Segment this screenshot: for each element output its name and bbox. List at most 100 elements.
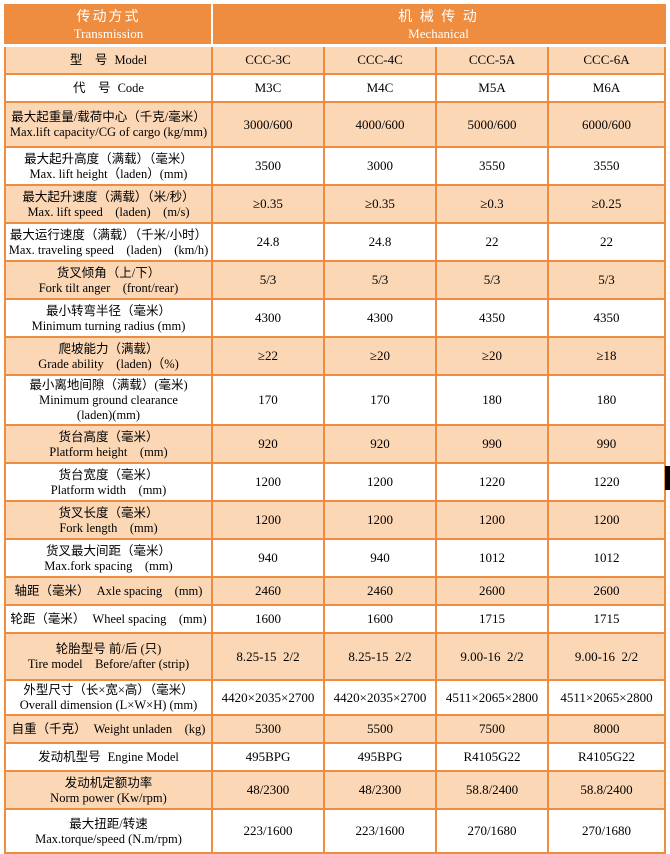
spec-value: 1715 (547, 604, 666, 634)
row-label-zh: 轴距（毫米） (14, 584, 90, 598)
row-label: 外型尺寸（长×宽×高）（毫米） Overall dimension (L×W×H)… (4, 679, 213, 716)
spec-value: 3000 (323, 146, 437, 186)
spec-value: 2600 (547, 576, 666, 606)
spec-value: 223/1600 (323, 808, 437, 854)
spec-value: 5/3 (435, 260, 549, 300)
row-label: 货叉最大间距（毫米） Max.fork spacing (mm) (4, 538, 213, 578)
spec-value: M6A (547, 73, 666, 103)
spec-value: 180 (435, 374, 549, 426)
spec-value: 7500 (435, 714, 549, 744)
spec-value: 940 (211, 538, 325, 578)
spec-value: 223/1600 (211, 808, 325, 854)
row-label-zh: 发动机型号 (38, 750, 101, 764)
header-cell-transmission: 传动方式 Transmission (4, 4, 213, 47)
spec-value: ≥0.35 (211, 184, 325, 224)
row-label-zh: 最小离地间隙（满载）(毫米) (29, 378, 188, 392)
spec-value: 3550 (547, 146, 666, 186)
table-row: 最大起升高度（满载）（毫米） Max. lift height（laden）(mm… (4, 146, 666, 186)
row-label-en: Minimum ground clearance (39, 393, 178, 407)
table-header: 传动方式 Transmission 机 械 传 动 Mechanical (4, 4, 666, 47)
row-label: 发动机定额功率 Norm power (Kw/rpm) (4, 770, 213, 810)
row-label-zh: 最大起升速度（满载）（米/秒） (22, 189, 195, 204)
spec-value: 1200 (323, 462, 437, 502)
spec-value: 1715 (435, 604, 549, 634)
spec-value: 920 (323, 424, 437, 464)
scrollbar-thumb[interactable] (665, 466, 670, 490)
spec-value: CCC-6A (547, 44, 666, 75)
spec-value: 5300 (211, 714, 325, 744)
spec-value: ≥18 (547, 336, 666, 376)
spec-value: 4420×2035×2700 (323, 679, 437, 716)
row-label-zh: 货台高度（毫米） (58, 429, 159, 444)
row-label-zh: 爬坡能力（满载） (58, 341, 159, 356)
row-label-en: Weight unladen (kg) (93, 722, 206, 736)
spec-value: ≥0.3 (435, 184, 549, 224)
table-row: 货叉长度（毫米） Fork length (mm) 1200 1200 1200 1200 (4, 500, 666, 540)
spec-value: 6000/600 (547, 101, 666, 148)
row-label-zh: 货台宽度（毫米） (58, 467, 159, 482)
spec-value: 8.25-15 2/2 (323, 632, 437, 681)
table-row: 轴距（毫米） Axle spacing (mm) 2460 2460 2600 2600 (4, 576, 666, 606)
row-label-zh: 代 号 (73, 81, 111, 95)
spec-value: 1012 (435, 538, 549, 578)
row-label-en: Tire model Before/after (strip) (27, 657, 190, 671)
row-label: 最大起重量/载荷中心（千克/毫米） Max.lift capacity/CG of… (4, 101, 213, 148)
row-label-extra: (laden)(mm) (76, 408, 141, 422)
table-row: 货叉倾角（上/下） Fork tilt anger (front/rear) 5/3… (4, 260, 666, 300)
spec-value: 180 (547, 374, 666, 426)
spec-value: 4420×2035×2700 (211, 679, 325, 716)
row-label-en: Engine Model (107, 750, 179, 764)
spec-value: 48/2300 (323, 770, 437, 810)
row-label: 发动机型号 Engine Model (4, 742, 213, 772)
header-row: 传动方式 Transmission 机 械 传 动 Mechanical (4, 4, 666, 47)
spec-value: 58.8/2400 (435, 770, 549, 810)
spec-value: M5A (435, 73, 549, 103)
spec-value: 5000/600 (435, 101, 549, 148)
mechanical-label-en: Mechanical (408, 26, 469, 41)
row-label-en: Platform width (mm) (50, 482, 167, 497)
spec-value: 4350 (547, 298, 666, 338)
transmission-label-zh: 传动方式 (76, 10, 141, 25)
row-label: 货叉长度（毫米） Fork length (mm) (4, 500, 213, 540)
row-label-en: Fork length (mm) (59, 520, 158, 535)
row-label: 最大运行速度（满载）（千米/小时） Max. traveling speed (l… (4, 222, 213, 262)
row-label-en: Max.torque/speed (N.m/rpm) (35, 831, 182, 846)
row-label: 代 号 Code (4, 73, 213, 103)
table-row: 最小离地间隙（满载）(毫米) Minimum ground clearance (l… (4, 374, 666, 426)
table-row: 最大运行速度（满载）（千米/小时） Max. traveling speed (l… (4, 222, 666, 262)
spec-value: 495BPG (323, 742, 437, 772)
mechanical-label-zh: 机 械 传 动 (398, 10, 479, 25)
row-label-zh: 最小转弯半径（毫米） (45, 303, 171, 318)
spec-value: 2600 (435, 576, 549, 606)
table-row: 型 号 Model CCC-3C CCC-4C CCC-5A CCC-6A (4, 44, 666, 75)
spec-value: 5500 (323, 714, 437, 744)
table-row: 发动机型号 Engine Model 495BPG 495BPG R4105G22 R41… (4, 742, 666, 772)
row-label: 最小转弯半径（毫米） Minimum turning radius (mm) (4, 298, 213, 338)
spec-value: 1600 (323, 604, 437, 634)
row-label-en: Max.fork spacing (mm) (44, 558, 173, 573)
spec-value: 3500 (211, 146, 325, 186)
spec-value: 940 (323, 538, 437, 578)
spec-value: ≥20 (435, 336, 549, 376)
row-label-zh: 货叉最大间距（毫米） (45, 543, 171, 558)
spec-value: CCC-5A (435, 44, 549, 75)
spec-value: 22 (547, 222, 666, 262)
table-row: 最大起升速度（满载）（米/秒） Max. lift speed (laden) (… (4, 184, 666, 224)
spec-value: 170 (211, 374, 325, 426)
row-label: 爬坡能力（满载） Grade ability (laden)（%) (4, 336, 213, 376)
table-row: 最大起重量/载荷中心（千克/毫米） Max.lift capacity/CG of… (4, 101, 666, 148)
table-row: 轮胎型号 前/后 (只) Tire model Before/after (str… (4, 632, 666, 681)
row-label-en: Max. lift speed (laden) (m/s) (27, 204, 190, 219)
spec-value: R4105G22 (547, 742, 666, 772)
spec-value: 990 (547, 424, 666, 464)
table-row: 货台高度（毫米） Platform height (mm) 920 920 990 990 (4, 424, 666, 464)
spec-value: R4105G22 (435, 742, 549, 772)
row-label-zh: 发动机定额功率 (64, 775, 153, 790)
spec-value: 3550 (435, 146, 549, 186)
spec-value: 2460 (211, 576, 325, 606)
table-row: 自重（千克） Weight unladen (kg) 5300 5500 7500 800… (4, 714, 666, 744)
row-label-en: Overall dimension (L×W×H) (mm) (19, 698, 198, 712)
table-row: 代 号 Code M3C M4C M5A M6A (4, 73, 666, 103)
table-row: 发动机定额功率 Norm power (Kw/rpm) 48/2300 48/2300… (4, 770, 666, 810)
row-label-en: Platform height (mm) (49, 444, 168, 459)
